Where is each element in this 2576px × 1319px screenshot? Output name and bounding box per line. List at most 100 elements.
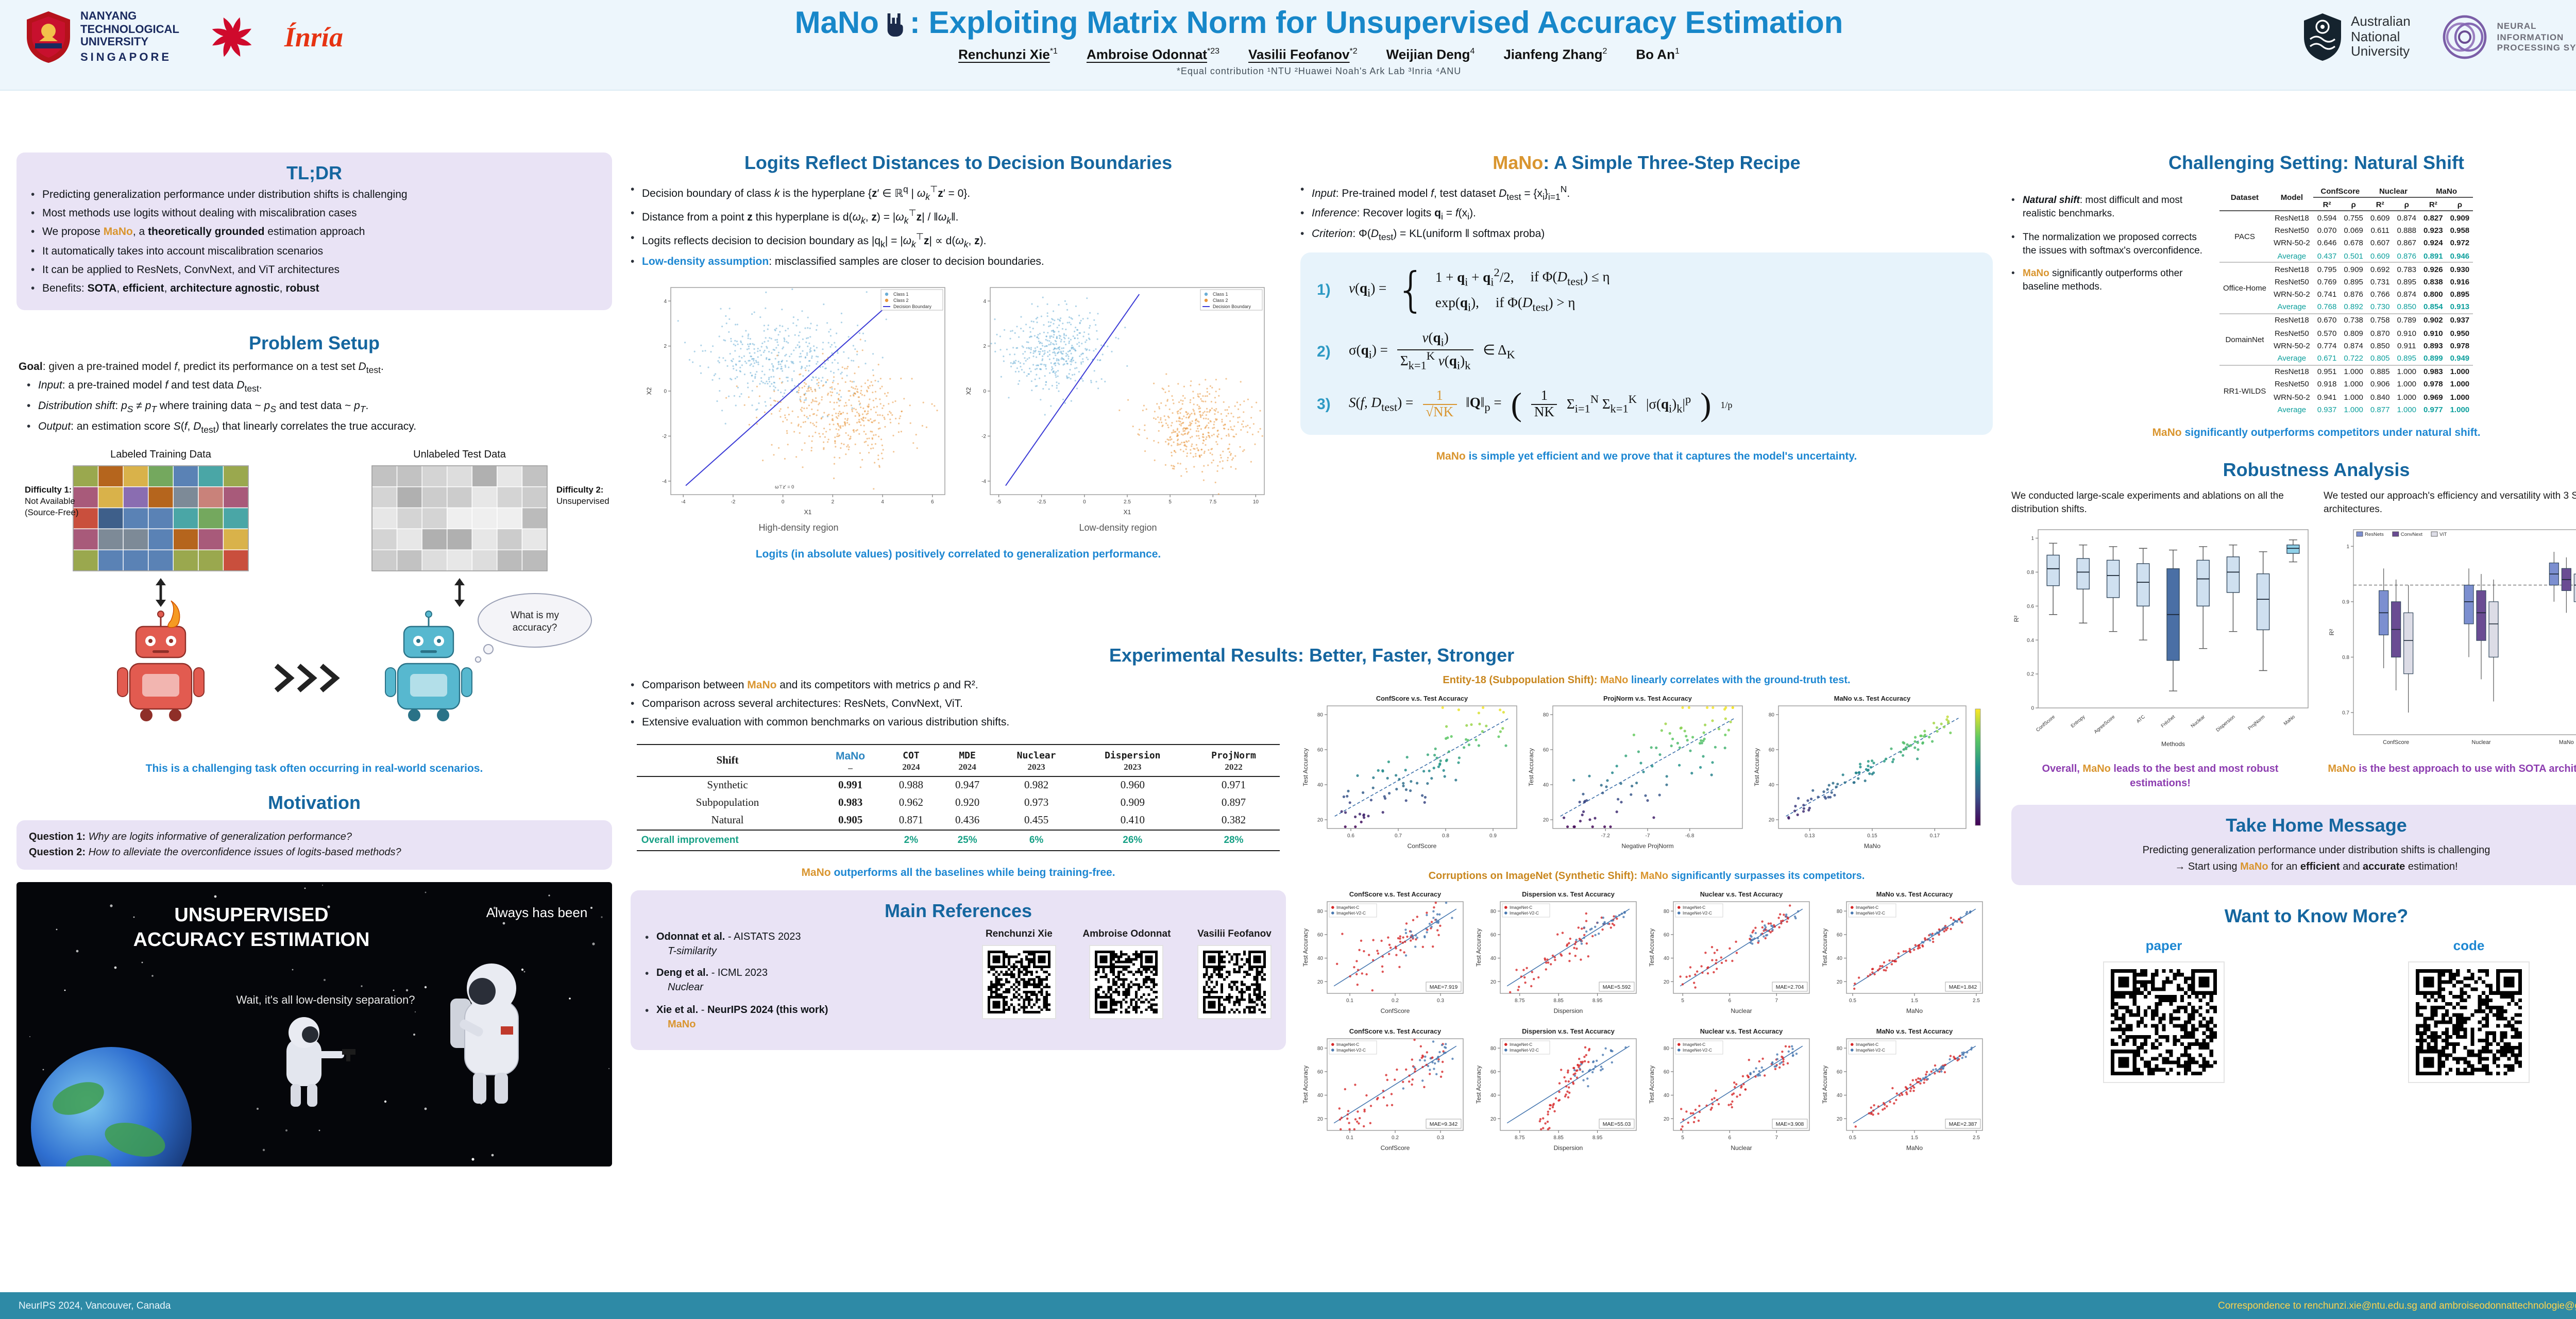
equation-1: 1) v(qi) = { 1 + qi + qi2/2, if Φ(Dtest) … xyxy=(1317,266,1976,314)
svg-text:40: 40 xyxy=(1664,956,1670,961)
svg-text:20: 20 xyxy=(1317,818,1324,823)
natural-dataset-cell: PACS xyxy=(2219,210,2270,263)
svg-text:7: 7 xyxy=(1775,998,1778,1004)
natural-metric-header: R² xyxy=(2313,197,2341,212)
experiments-bullet-text: Comparison across several architectures:… xyxy=(642,698,963,711)
natural-value-cell: 0.874 xyxy=(2344,341,2363,350)
natural-value-cell: 0.870 xyxy=(2370,328,2390,338)
anu-crest-icon xyxy=(2303,13,2341,61)
natural-value-cell: 0.983 xyxy=(2420,364,2447,378)
results-col-header: Nuclear 2023 xyxy=(995,743,1077,777)
svg-text:ViT: ViT xyxy=(2439,532,2447,537)
results-cell: 0.983 xyxy=(838,797,863,809)
column-left: TL;DR Predicting generalization performa… xyxy=(16,91,612,1208)
experiments-plots: Entity-18 (Subpopulation Shift): MaNo li… xyxy=(1300,675,1993,1158)
natural-value-cell: 0.892 xyxy=(2344,302,2363,312)
svg-text:7.5: 7.5 xyxy=(1209,499,1216,505)
natural-value-cell: 0.850 xyxy=(2397,302,2417,312)
natural-value-cell: 0.916 xyxy=(2450,277,2470,286)
section-recipe: MaNo: A Simple Three-Step Recipe Input: … xyxy=(1300,153,1993,635)
equation-3: 3) S(f, Dtest) = 1 √NK ‖Q‖p = ( 1 NK Σi=1N… xyxy=(1317,387,1976,420)
svg-text:Nuclear: Nuclear xyxy=(1731,1007,1752,1014)
natural-value-cell: 0.755 xyxy=(2340,210,2367,225)
natural-value-cell: 0.795 xyxy=(2313,262,2341,276)
logits-bullet-text: Low-density assumption: misclassified sa… xyxy=(642,255,1044,268)
author-name: Bo An1 xyxy=(1636,46,1680,62)
svg-text:ImageNet-V2-C: ImageNet-V2-C xyxy=(1683,1048,1712,1053)
robustness-charts: 0 0.2 0.4 0.6 0.8 1 Methods R² ConfScore Entropy A… xyxy=(2011,522,2576,754)
svg-text:60: 60 xyxy=(1317,748,1324,753)
svg-text:2: 2 xyxy=(664,344,667,349)
svg-text:60: 60 xyxy=(1769,748,1775,753)
motivation-box: Question 1: Why are logits informative o… xyxy=(16,820,612,870)
natural-metric-header: R² xyxy=(2420,197,2447,212)
svg-text:-5: -5 xyxy=(996,499,1001,505)
results-cell: Subpopulation xyxy=(696,797,759,809)
natural-value-cell: 1.000 xyxy=(2397,404,2417,414)
svg-text:0.2: 0.2 xyxy=(2027,672,2034,678)
natural-row: Average 0.937 1.000 0.877 1.000 0.977 1.000 xyxy=(2219,403,2473,415)
natural-row: Average 0.768 0.892 0.730 0.850 0.854 0.913 xyxy=(2219,300,2473,313)
equation-2: 2) σ(qi) = v(qi) Σk=1K v(qi)k ∈ ΔK xyxy=(1317,330,1976,372)
svg-text:0.8: 0.8 xyxy=(1442,833,1449,839)
svg-text:4: 4 xyxy=(881,499,884,505)
natural-value-cell: 1.000 xyxy=(2393,364,2420,378)
person-qr-code xyxy=(981,944,1056,1019)
person: Vasilii Feofanov xyxy=(1197,928,1272,1040)
results-cell: 0.871 xyxy=(883,811,939,831)
equation-2-number: 2) xyxy=(1317,343,1331,361)
svg-text:ConvNext: ConvNext xyxy=(2401,532,2422,537)
natural-row: PACS ResNet18 0.594 0.755 0.609 0.874 0.827 0.9… xyxy=(2219,210,2473,263)
recipe-bullet: Inference: Recover logits qi = f(xi). xyxy=(1300,207,1993,224)
svg-text:-2: -2 xyxy=(662,434,667,439)
natural-value-cell: 0.958 xyxy=(2450,226,2470,235)
problem-takeaway: This is a challenging task often occurri… xyxy=(145,762,483,775)
entity-caption: Entity-18 (Subpopulation Shift): MaNo li… xyxy=(1443,675,1851,686)
plot-low-density: -5 -2.5 0 2.5 5 7.5 10 -4 -2 0 2 4 X1 X2 Class 1 Class … xyxy=(963,280,1273,522)
svg-text:8.85: 8.85 xyxy=(1553,1135,1564,1141)
person: Renchunzi Xie xyxy=(981,928,1056,1040)
natural-value-cell: 1.000 xyxy=(2450,392,2470,402)
natural-value-cell: 0.978 xyxy=(2450,341,2470,350)
svg-text:Not Available: Not Available xyxy=(25,496,75,506)
natural-bullet: Natural shift: most difficult and most r… xyxy=(2011,194,2207,221)
ntu-line2: TECHNOLOGICAL xyxy=(80,23,179,36)
svg-text:60: 60 xyxy=(1490,1069,1497,1075)
natural-row: ResNet50 0.570 0.809 0.870 0.910 0.910 0.950 xyxy=(2219,327,2473,339)
anu-line2: National xyxy=(2351,28,2400,44)
natural-metric-header: ρ xyxy=(2393,197,2420,212)
header: NANYANG TECHNOLOGICAL UNIVERSITY SINGAPO… xyxy=(0,0,2576,91)
meme-quote-text: Wait, it's all low-density separation? xyxy=(236,993,415,1006)
svg-text:0.17: 0.17 xyxy=(1930,833,1940,839)
svg-text:2.5: 2.5 xyxy=(1124,499,1131,505)
svg-text:40: 40 xyxy=(1543,783,1549,788)
results-col-header: ProjNorm 2022 xyxy=(1188,743,1280,777)
natural-model-cell: Average xyxy=(2277,302,2307,312)
svg-text:-7.2: -7.2 xyxy=(1601,833,1611,839)
natural-model-cell: ResNet50 xyxy=(2275,379,2309,389)
svg-text:60: 60 xyxy=(1664,932,1670,938)
svg-text:ImageNet-C: ImageNet-C xyxy=(1336,905,1359,910)
equation-2-numerator: v(qi) xyxy=(1422,329,1449,349)
svg-text:MaNo: MaNo xyxy=(2559,739,2574,746)
plot-corruption-mano-1: 0.5 1.5 2.5 20 40 60 80 MaNo v.s. Test Accuracy… xyxy=(1820,886,1991,1021)
problem-heading: Problem Setup xyxy=(248,333,380,354)
neurips-logo: NEURAL INFORMATION PROCESSING SYSTEMS xyxy=(2442,13,2576,61)
plot-corruption-confscore-2: 0.1 0.2 0.3 20 40 60 80 ConfScore v.s. Test Acc… xyxy=(1300,1023,1471,1158)
natural-value-cell: 0.570 xyxy=(2317,328,2337,338)
results-improvement-cell: 2% xyxy=(883,830,939,851)
svg-text:10: 10 xyxy=(1253,499,1259,505)
anu-logo: Australian National University xyxy=(2301,12,2411,62)
svg-text:20: 20 xyxy=(1317,979,1324,985)
ntu-line3: UNIVERSITY xyxy=(80,36,149,49)
svg-text:X1: X1 xyxy=(804,509,812,516)
svg-text:1.5: 1.5 xyxy=(1911,998,1918,1004)
poster-body: TL;DR Predicting generalization performa… xyxy=(0,91,2576,1292)
natural-method-header: ConfScore xyxy=(2313,184,2367,198)
svg-text:80: 80 xyxy=(1317,1046,1324,1052)
code-qr-code xyxy=(2408,961,2530,1084)
natural-value-cell: 0.885 xyxy=(2366,364,2394,378)
natural-bullet: MaNo significantly outperforms other bas… xyxy=(2011,267,2207,294)
natural-model-cell: ResNet18 xyxy=(2269,313,2314,327)
neurips-line3: PROCESSING SYSTEMS xyxy=(2497,42,2576,53)
